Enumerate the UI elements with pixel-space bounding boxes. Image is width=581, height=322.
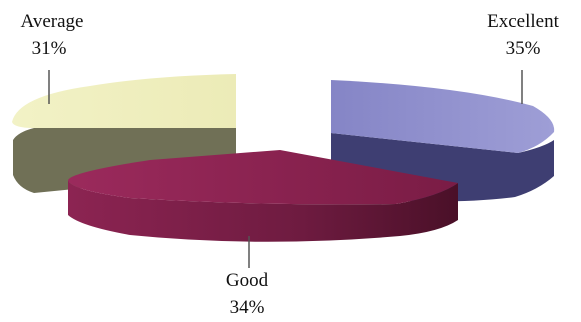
label-good: Good (226, 270, 269, 291)
value-label-excellent: 35% (506, 38, 541, 59)
value-label-average: 31% (32, 38, 67, 59)
slice-good-top (68, 150, 458, 205)
slice-average-top (12, 74, 236, 128)
value-label-good: 34% (230, 297, 265, 318)
slice-excellent-top (331, 80, 555, 153)
slice-good-side (68, 180, 458, 242)
label-excellent: Excellent (487, 11, 559, 32)
slice-good (68, 150, 458, 242)
label-average: Average (21, 11, 84, 32)
